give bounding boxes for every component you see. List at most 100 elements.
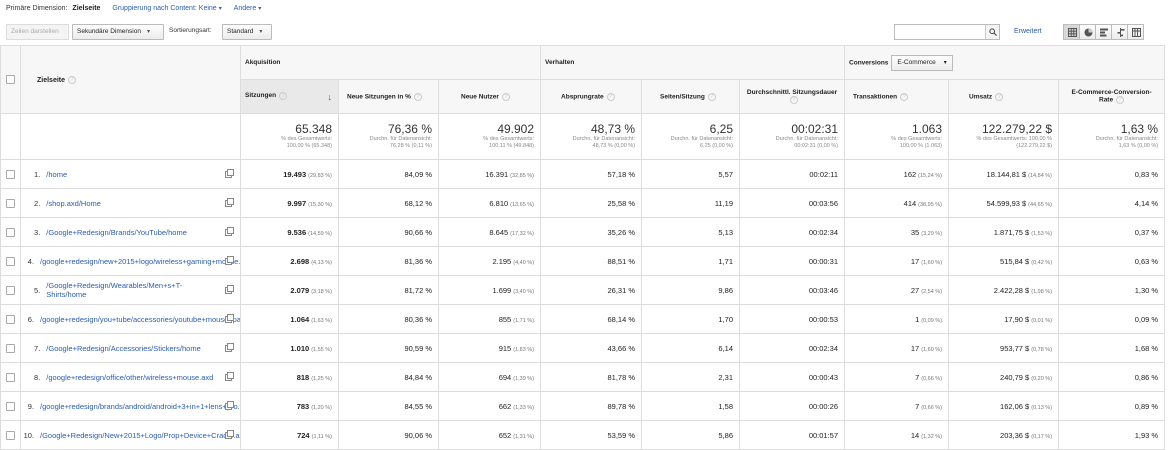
- open-page-icon[interactable]: [225, 372, 234, 381]
- search-button[interactable]: [985, 25, 999, 39]
- help-icon[interactable]: ?: [900, 92, 909, 101]
- landing-page-link[interactable]: /shop.axd/Home: [46, 198, 101, 208]
- sessions-value: 783: [296, 401, 310, 411]
- row-checkbox[interactable]: [6, 198, 15, 208]
- pages-per-session-cell: 5,86: [641, 420, 741, 450]
- secondary-dimension-button[interactable]: Sekundäre Dimension ▾: [72, 24, 164, 40]
- conversion-rate-cell: 1,30 %: [1058, 275, 1166, 305]
- conversion-type-select[interactable]: E-Commerce ▾: [891, 54, 953, 71]
- sort-type-select[interactable]: Standard ▾: [222, 24, 272, 40]
- report-toolbar: Zeilen darstellen Sekundäre Dimension ▾ S…: [6, 24, 1162, 41]
- open-page-icon[interactable]: [225, 430, 234, 439]
- revenue-cell: 953,77 $ (0,78 %): [948, 333, 1060, 363]
- new-users-share: (1,31 %): [513, 433, 535, 440]
- landing-page-link[interactable]: /google+redesign/brands/android/android+…: [40, 401, 241, 411]
- col-revenue-label: Umsatz: [969, 93, 993, 101]
- other-dimension-link[interactable]: Andere: [233, 5, 257, 12]
- col-transactions[interactable]: Transaktionen?: [844, 79, 950, 114]
- open-page-icon[interactable]: [225, 343, 234, 352]
- help-icon[interactable]: ?: [606, 92, 615, 101]
- col-bounce-rate[interactable]: Absprungrate?: [540, 79, 643, 114]
- total-avg-duration: 00:02:31 Durchn. für Datenansicht: 00:02:3…: [739, 113, 846, 160]
- open-page-icon[interactable]: [225, 401, 234, 410]
- help-icon[interactable]: ?: [1116, 96, 1125, 104]
- col-sessions[interactable]: Sitzungen? ↓: [240, 79, 339, 114]
- new-users-value: 855: [498, 314, 512, 324]
- landing-page-link[interactable]: /google+redesign/office/other/wireless+m…: [46, 372, 214, 382]
- bounce-rate-cell: 89,78 %: [540, 391, 643, 421]
- dimension-landing-page[interactable]: Zielseite: [72, 5, 101, 12]
- sessions-value: 2.079: [290, 285, 310, 295]
- view-comparison-button[interactable]: [1111, 24, 1128, 40]
- plot-rows-button[interactable]: Zeilen darstellen: [6, 24, 69, 40]
- open-page-icon[interactable]: [225, 198, 234, 207]
- landing-page-cell: 8. /google+redesign/office/other/wireless…: [20, 362, 241, 392]
- row-checkbox[interactable]: [6, 169, 15, 179]
- col-conversion-rate[interactable]: E-Commerce-Conversion-Rate?: [1058, 79, 1166, 114]
- table-search-input[interactable]: [894, 24, 1000, 40]
- sessions-share: (4,13 %): [311, 259, 332, 266]
- help-icon[interactable]: ?: [789, 96, 798, 104]
- view-pivot-button[interactable]: [1127, 24, 1144, 40]
- row-checkbox[interactable]: [6, 285, 15, 295]
- total-new-users: 49.902% des Gesamtwerts: 100,11 % (49.848…: [437, 113, 542, 160]
- row-checkbox-cell: [0, 246, 21, 276]
- landing-page-link[interactable]: /Google+Redesign/Accessories/Stickers/ho…: [46, 343, 201, 353]
- row-checkbox[interactable]: [6, 343, 15, 353]
- revenue-cell: 515,84 $ (0,42 %): [948, 246, 1060, 276]
- sessions-value: 1.064: [290, 314, 310, 324]
- col-transactions-label: Transaktionen: [853, 93, 898, 101]
- col-new-sessions-pct[interactable]: Neue Sitzungen in %?: [338, 79, 439, 114]
- view-pie-button[interactable]: [1079, 24, 1096, 40]
- view-performance-button[interactable]: [1095, 24, 1112, 40]
- help-icon[interactable]: ?: [279, 91, 288, 100]
- total-sub-label: % des Gesamtwerts:: [281, 136, 332, 142]
- row-checkbox[interactable]: [6, 314, 15, 324]
- landing-page-link[interactable]: /google+redesign/new+2015+logo/wireless+…: [40, 256, 241, 266]
- help-icon[interactable]: ?: [707, 92, 716, 101]
- open-page-icon[interactable]: [225, 314, 234, 323]
- pages-per-session-cell: 1,70: [641, 304, 741, 334]
- row-checkbox-cell: [0, 333, 21, 363]
- open-page-icon[interactable]: [225, 285, 234, 294]
- open-page-icon[interactable]: [225, 227, 234, 236]
- totals-row: 65.348% des Gesamtwerts: 100,00 % (65.348…: [0, 113, 1166, 160]
- transactions-cell: 35 (3,29 %): [844, 217, 950, 247]
- col-avg-duration[interactable]: Durchschnittl. Sitzungsdauer?: [739, 79, 846, 114]
- sessions-share: (29,83 %): [308, 172, 332, 179]
- transactions-value: 7: [915, 372, 920, 382]
- landing-page-link[interactable]: /Google+Redesign/New+2015+Logo/Prop+Devi…: [40, 430, 241, 440]
- avg-duration-cell: 00:01:57: [739, 420, 846, 450]
- open-page-icon[interactable]: [225, 256, 234, 265]
- advanced-filter-link[interactable]: Erweitert: [1014, 28, 1042, 35]
- landing-page-link[interactable]: /home: [46, 169, 68, 179]
- row-checkbox[interactable]: [6, 256, 15, 266]
- col-revenue[interactable]: Umsatz?: [948, 79, 1060, 114]
- group-acquisition: Akquisition: [239, 45, 542, 80]
- col-new-users[interactable]: Neue Nutzer?: [437, 79, 542, 114]
- content-grouping-link[interactable]: Gruppierung nach Content: Keine: [112, 5, 217, 12]
- help-icon[interactable]: ?: [68, 75, 77, 84]
- select-all-checkbox[interactable]: [6, 75, 15, 85]
- conversion-rate-cell: 1,68 %: [1058, 333, 1166, 363]
- row-checkbox[interactable]: [6, 372, 15, 382]
- landing-page-link[interactable]: /google+redesign/you+tube/accessories/yo…: [40, 314, 241, 324]
- row-checkbox[interactable]: [6, 227, 15, 237]
- help-icon[interactable]: ?: [413, 92, 422, 101]
- revenue-cell: 2.422,28 $ (1,98 %): [948, 275, 1060, 305]
- row-checkbox[interactable]: [6, 430, 15, 440]
- row-checkbox-cell: [0, 217, 21, 247]
- view-table-button[interactable]: [1063, 24, 1080, 40]
- landing-page-link[interactable]: /Google+Redesign/Wearables/Men+s+T-Shirt…: [46, 281, 183, 299]
- row-checkbox[interactable]: [6, 401, 15, 411]
- total-revenue: 122.279,22 $% des Gesamtwerts: 100,00 %(…: [948, 113, 1060, 160]
- landing-page-wrap: 7. /Google+Redesign/Accessories/Stickers/…: [22, 343, 219, 353]
- help-icon[interactable]: ?: [501, 92, 510, 101]
- col-pages-per-session[interactable]: Seiten/Sitzung?: [641, 79, 741, 114]
- landing-page-wrap: 1. /home: [22, 169, 219, 179]
- help-icon[interactable]: ?: [995, 92, 1004, 101]
- landing-page-link[interactable]: /Google+Redesign/Brands/YouTube/home: [46, 227, 187, 237]
- open-page-icon[interactable]: [225, 169, 234, 178]
- transactions-value: 1: [915, 314, 920, 324]
- total-pages-per-session: 6,25 Durchn. für Datenansicht: 6,25 (0,00 …: [641, 113, 741, 160]
